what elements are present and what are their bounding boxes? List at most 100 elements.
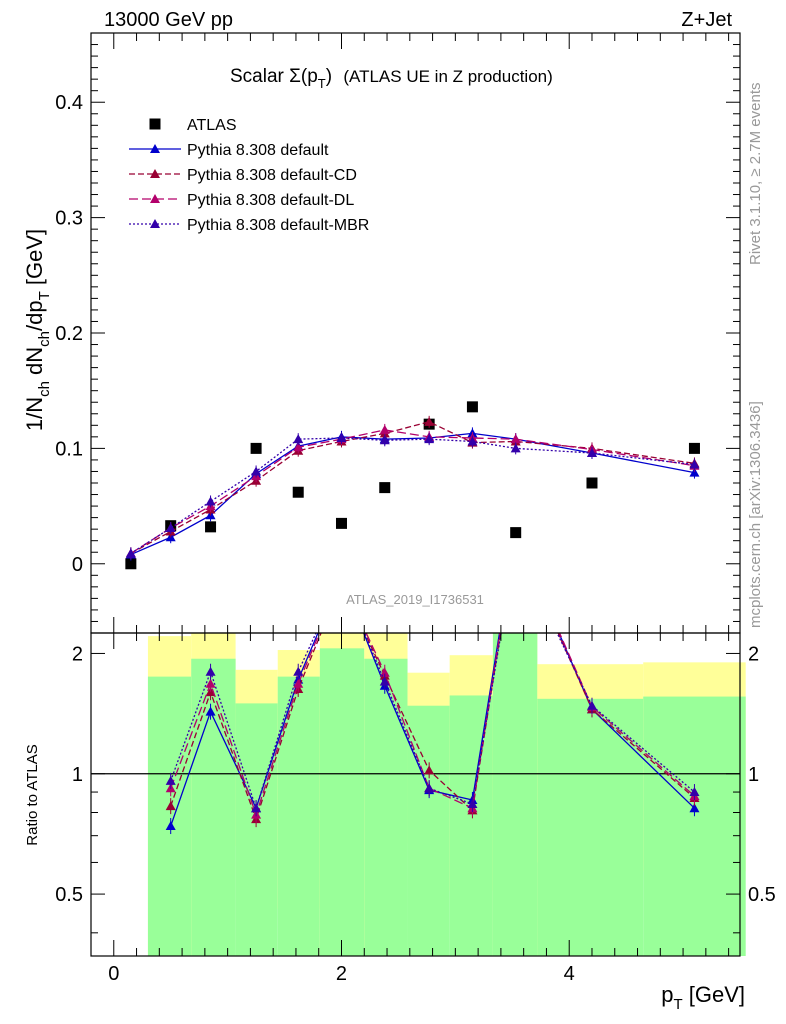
marker-mbr xyxy=(689,459,700,469)
marker-cd xyxy=(424,416,435,426)
marker-mbr xyxy=(125,548,136,558)
plot-title-main: Scalar Σ(p xyxy=(230,66,318,87)
ratio-marker-mbr xyxy=(467,799,478,809)
ylabel-sub3: T xyxy=(36,291,53,300)
legend: ATLAS Pythia 8.308 default Pythia 8.308 de… xyxy=(129,117,369,234)
ratio-ytick-label-right: 0.5 xyxy=(748,884,776,906)
ratio-xtick-label: 2 xyxy=(336,963,347,985)
legend-marker-cd xyxy=(150,169,160,178)
band-inner xyxy=(277,676,320,956)
ratio-marker-mbr xyxy=(293,666,304,676)
data-point-atlas xyxy=(688,442,700,454)
plot-title-close: ) xyxy=(326,66,332,87)
ylabel-pre: 1/N xyxy=(22,397,47,431)
series-line-cd xyxy=(130,421,695,554)
plot-title-sub: T xyxy=(318,76,326,91)
marker-default xyxy=(689,467,700,477)
marker-mbr xyxy=(165,523,176,532)
band-inner xyxy=(319,648,365,956)
band-inner xyxy=(147,676,192,956)
marker-mbr xyxy=(379,435,390,445)
ratio-marker-mbr xyxy=(165,775,176,785)
series-line-mbr xyxy=(130,437,695,554)
marker-dl xyxy=(379,424,390,434)
ratio-marker-default xyxy=(165,821,176,831)
ratio-marker-dl xyxy=(336,575,346,584)
legend-marker-atlas xyxy=(149,118,161,130)
band-inner xyxy=(191,658,236,956)
series-line-dl xyxy=(130,429,695,554)
ratio-ytick-label-right: 2 xyxy=(748,643,759,665)
header-collision-label: 13000 GeV pp xyxy=(104,9,233,31)
header-process-label: Z+Jet xyxy=(681,9,732,31)
ratio-marker-cd xyxy=(424,765,435,775)
marker-mbr xyxy=(205,496,216,506)
rivet-version-label: Rivet 3.1.10, ≥ 2.7M events xyxy=(747,83,764,266)
ylabel-mid2: /dp xyxy=(22,300,47,331)
ratio-marker-cd xyxy=(165,801,176,811)
xlabel-sub: T xyxy=(673,996,682,1013)
ratio-frame xyxy=(90,632,741,957)
legend-label-data: ATLAS xyxy=(187,117,237,134)
mcplots-label: mcplots.cern.ch [arXiv:1306.3436] xyxy=(747,401,764,628)
data-point-atlas xyxy=(379,482,391,494)
ratio-series-layer xyxy=(91,542,740,835)
ratio-marker-mbr xyxy=(586,700,597,710)
band-inner xyxy=(364,658,408,956)
ratio-uncertainty-bands xyxy=(147,633,746,956)
ratio-marker-mbr xyxy=(511,542,521,551)
xlabel-pre: p xyxy=(661,982,673,1007)
band-inner xyxy=(643,696,746,956)
ratio-ytick-label: 0.5 xyxy=(55,884,83,906)
main-series-layer xyxy=(125,401,700,570)
ratio-line-mbr xyxy=(170,633,695,811)
marker-mbr xyxy=(293,434,304,444)
analysis-id-label: ATLAS_2019_I1736531 xyxy=(346,592,484,607)
marker-mbr xyxy=(586,448,597,457)
ratio-marker-mbr xyxy=(205,666,216,676)
legend-label-default: Pythia 8.308 default xyxy=(187,142,329,159)
marker-mbr xyxy=(251,466,262,476)
ratio-marker-default xyxy=(336,572,346,581)
marker-dl xyxy=(510,434,521,444)
marker-mbr xyxy=(510,443,521,453)
band-inner xyxy=(449,695,493,956)
xlabel-post: [GeV] xyxy=(683,982,745,1007)
marker-dl xyxy=(293,442,304,452)
ratio-marker-default xyxy=(689,803,700,813)
ratio-marker-dl xyxy=(379,667,390,677)
ylabel-post: [GeV] xyxy=(22,229,47,291)
legend-marker-mbr xyxy=(150,219,160,228)
legend-label-dl: Pythia 8.308 default-DL xyxy=(187,192,354,209)
ratio-ytick-label: 2 xyxy=(72,643,83,665)
legend-marker-dl xyxy=(150,194,160,203)
ratio-marker-mbr xyxy=(336,572,346,581)
ratio-marker-dl xyxy=(205,678,216,688)
ratio-ytick-label: 1 xyxy=(72,764,83,786)
data-point-atlas xyxy=(292,486,304,498)
main-ytick-label: 0.2 xyxy=(55,323,83,345)
ylabel-sub1: ch xyxy=(36,381,53,397)
ratio-marker-dl xyxy=(293,678,304,688)
ratio-marker-mbr xyxy=(251,803,262,813)
main-ytick-label: 0 xyxy=(72,554,83,576)
marker-mbr xyxy=(467,436,478,446)
legend-marker-default xyxy=(150,144,160,153)
ratio-marker-cd xyxy=(336,578,346,587)
ylabel-mid: dN xyxy=(22,347,47,381)
ratio-marker-mbr xyxy=(379,676,390,686)
main-ytick-label: 0.4 xyxy=(55,92,83,114)
data-point-atlas xyxy=(125,558,137,570)
legend-label-mbr: Pythia 8.308 default-MBR xyxy=(187,217,369,234)
main-ylabel: 1/Nch dNch/dpT [GeV] xyxy=(22,229,53,431)
band-inner xyxy=(407,705,450,956)
data-point-atlas xyxy=(466,401,478,413)
marker-mbr xyxy=(336,433,347,442)
ratio-xtick-label: 0 xyxy=(108,963,119,985)
data-point-atlas xyxy=(510,527,522,539)
ratio-xtick-label: 4 xyxy=(564,963,575,985)
ratio-marker-default xyxy=(205,706,216,716)
data-point-atlas xyxy=(205,521,217,533)
ratio-ylabel: Ratio to ATLAS xyxy=(24,744,41,845)
